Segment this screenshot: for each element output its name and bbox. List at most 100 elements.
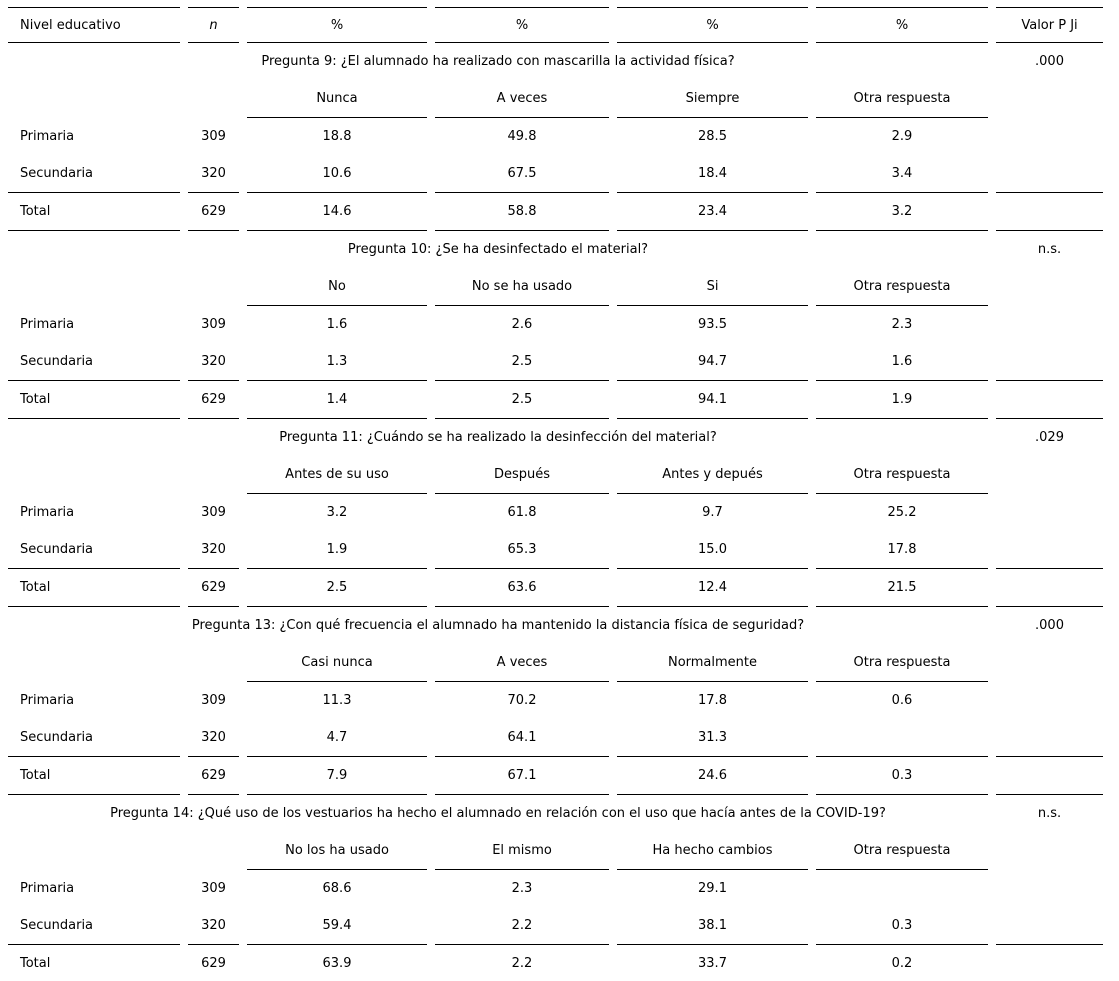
cell-empty xyxy=(996,756,1103,795)
cell-value: 2.5 xyxy=(435,380,609,419)
row-n: 320 xyxy=(201,166,226,181)
question-text: Pregunta 13: ¿Con qué frecuencia el alum… xyxy=(191,618,805,633)
cell-value: 70.2 xyxy=(507,693,537,708)
option-header: Casi nunca xyxy=(247,644,427,682)
question-text: Pregunta 14: ¿Qué uso de los vestuarios … xyxy=(110,806,886,821)
p-value: n.s. xyxy=(1037,242,1062,257)
options-row: Nunca A veces Siempre Otra respuesta xyxy=(8,80,1103,118)
cell-value: 63.9 xyxy=(247,944,427,981)
question-text: Pregunta 9: ¿El alumnado ha realizado co… xyxy=(261,54,735,69)
cell-value: 1.6 xyxy=(891,354,913,369)
cell-value: 94.7 xyxy=(698,354,727,369)
option-header: Otra respuesta xyxy=(816,80,988,118)
cell-value: 2.2 xyxy=(435,944,609,981)
total-row: Total 629 14.6 58.8 23.4 3.2 xyxy=(8,192,1103,231)
question-row: Pregunta 10: ¿Se ha desinfectado el mate… xyxy=(8,231,1103,268)
row-label: Total xyxy=(8,568,180,607)
option-header: Normalmente xyxy=(617,644,808,682)
cell-value: 58.8 xyxy=(435,192,609,231)
row-label: Secundaria xyxy=(20,166,94,181)
p-value: n.s. xyxy=(1037,806,1062,821)
cell-value: 1.6 xyxy=(326,317,348,332)
row-label: Total xyxy=(8,192,180,231)
cell-value: 63.6 xyxy=(435,568,609,607)
cell-value: 1.4 xyxy=(247,380,427,419)
total-row: Total 629 7.9 67.1 24.6 0.3 xyxy=(8,756,1103,795)
cell-value: 2.5 xyxy=(247,568,427,607)
cell-value: 7.9 xyxy=(247,756,427,795)
cell-value: 65.3 xyxy=(507,542,537,557)
row-n: 629 xyxy=(188,192,239,231)
cell-value: 15.0 xyxy=(698,542,727,557)
row-label: Primaria xyxy=(20,317,75,332)
cell-empty xyxy=(996,268,1103,306)
total-row: Total 629 63.9 2.2 33.7 0.2 xyxy=(8,944,1103,981)
option-header: No los ha usado xyxy=(247,832,427,870)
cell-value: 4.7 xyxy=(326,730,348,745)
cell-value: 31.3 xyxy=(698,730,727,745)
cell-value: 0.6 xyxy=(891,693,913,708)
cell-empty xyxy=(996,644,1103,682)
cell-value: 68.6 xyxy=(322,881,352,896)
cell-value: 2.3 xyxy=(891,317,913,332)
cell-value: 18.4 xyxy=(698,166,727,181)
col-header-n: n xyxy=(188,7,239,43)
p-value: .029 xyxy=(1035,430,1064,445)
header-row: Nivel educativo n % % % % Valor P Ji xyxy=(8,7,1103,43)
cell-value: 59.4 xyxy=(322,918,352,933)
row-n: 309 xyxy=(201,693,226,708)
cell-empty xyxy=(996,380,1103,419)
option-header: Antes de su uso xyxy=(247,456,427,494)
option-header: Otra respuesta xyxy=(816,268,988,306)
cell-value: 93.5 xyxy=(698,317,727,332)
p-value: .000 xyxy=(1035,618,1064,633)
cell-value: 64.1 xyxy=(507,730,537,745)
data-row: Secundaria 320 59.4 2.2 38.1 0.3 xyxy=(8,907,1103,944)
cell-value: 3.2 xyxy=(326,505,348,520)
cell-empty xyxy=(996,832,1103,870)
data-row: Primaria 309 68.6 2.3 29.1 xyxy=(8,870,1103,907)
p-value: .000 xyxy=(1035,54,1064,69)
row-label: Secundaria xyxy=(20,354,94,369)
cell-value: 2.9 xyxy=(891,129,913,144)
cell-empty xyxy=(996,155,1103,192)
cell-value: 2.3 xyxy=(511,881,533,896)
option-header: A veces xyxy=(435,80,609,118)
question-text: Pregunta 10: ¿Se ha desinfectado el mate… xyxy=(347,242,649,257)
cell-empty xyxy=(996,531,1103,568)
data-row: Secundaria 320 4.7 64.1 31.3 xyxy=(8,719,1103,756)
cell-value xyxy=(816,719,988,756)
row-n: 320 xyxy=(201,918,226,933)
cell-empty xyxy=(8,644,239,682)
cell-value: 25.2 xyxy=(887,505,917,520)
cell-value: 38.1 xyxy=(698,918,727,933)
question-text: Pregunta 11: ¿Cuándo se ha realizado la … xyxy=(279,430,717,445)
cell-empty xyxy=(996,118,1103,155)
cell-value: 33.7 xyxy=(617,944,808,981)
col-header-valor-p-ji: Valor P Ji xyxy=(996,7,1103,43)
cell-empty xyxy=(996,343,1103,380)
cell-value: 21.5 xyxy=(816,568,988,607)
cell-value: 1.3 xyxy=(326,354,348,369)
cell-empty xyxy=(996,568,1103,607)
cell-value: 3.2 xyxy=(816,192,988,231)
cell-value: 67.1 xyxy=(435,756,609,795)
row-label: Secundaria xyxy=(20,918,94,933)
cell-value: 0.3 xyxy=(816,756,988,795)
cell-value: 67.5 xyxy=(507,166,537,181)
col-header-nivel-educativo: Nivel educativo xyxy=(8,7,180,43)
total-row: Total 629 1.4 2.5 94.1 1.9 xyxy=(8,380,1103,419)
cell-empty xyxy=(8,456,239,494)
cell-value: 1.9 xyxy=(816,380,988,419)
row-label: Primaria xyxy=(20,129,75,144)
cell-value: 24.6 xyxy=(617,756,808,795)
options-row: No los ha usado El mismo Ha hecho cambio… xyxy=(8,832,1103,870)
cell-empty xyxy=(996,682,1103,719)
option-header: Ha hecho cambios xyxy=(617,832,808,870)
cell-empty xyxy=(996,192,1103,231)
cell-value: 11.3 xyxy=(322,693,352,708)
row-n: 309 xyxy=(201,317,226,332)
option-header: Otra respuesta xyxy=(816,456,988,494)
options-row: No No se ha usado Si Otra respuesta xyxy=(8,268,1103,306)
option-header: Después xyxy=(435,456,609,494)
